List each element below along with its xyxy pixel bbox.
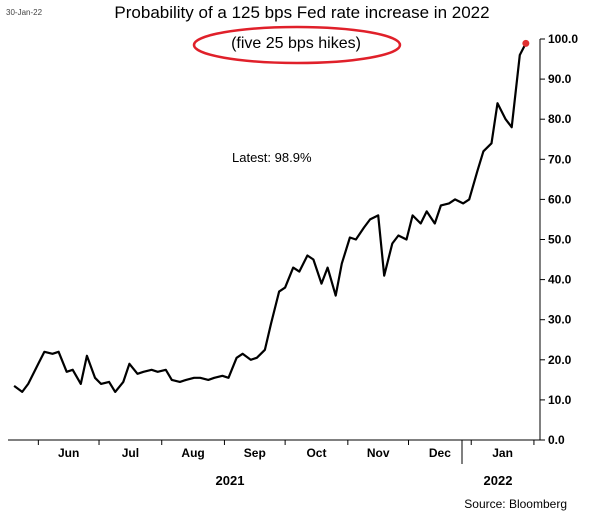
- x-tick-label: Jul: [122, 446, 139, 460]
- y-tick-label: 10.0: [548, 393, 572, 407]
- x-tick-label: Oct: [306, 446, 326, 460]
- year-label-2022: 2022: [484, 473, 513, 488]
- y-tick-label: 40.0: [548, 273, 572, 287]
- y-tick-label: 80.0: [548, 112, 572, 126]
- y-tick-label: 0.0: [548, 433, 565, 447]
- source-note: Source: Bloomberg: [464, 497, 567, 511]
- series-line: [13, 42, 527, 393]
- x-tick-label: Jun: [58, 446, 79, 460]
- chart-title: Probability of a 125 bps Fed rate increa…: [114, 3, 489, 22]
- latest-annotation: Latest: 98.9%: [232, 150, 312, 165]
- x-tick-label: Sep: [244, 446, 266, 460]
- y-tick-label: 30.0: [548, 313, 572, 327]
- x-tick-label: Jan: [492, 446, 513, 460]
- chart-subtitle: (five 25 bps hikes): [231, 35, 361, 52]
- y-tick-label: 20.0: [548, 353, 572, 367]
- highlight-ellipse: [192, 25, 402, 65]
- x-tick-label: Dec: [429, 446, 451, 460]
- y-tick-label: 70.0: [548, 152, 572, 166]
- y-ticks: 0.0 10.0 20.0 30.0 40.0 50.0 60.0 70.0 80.0 90.0 1…: [540, 32, 578, 447]
- latest-point-marker: [522, 39, 530, 47]
- x-tick-label: Aug: [181, 446, 204, 460]
- x-ticks: Jun Jul Aug Sep Oct Nov Dec Jan: [37, 440, 535, 460]
- y-tick-label: 60.0: [548, 192, 572, 206]
- y-tick-label: 50.0: [548, 233, 572, 247]
- date-stamp: 30-Jan-22: [6, 8, 43, 17]
- year-label-2021: 2021: [216, 473, 245, 488]
- y-tick-label: 90.0: [548, 72, 572, 86]
- y-tick-label: 100.0: [548, 32, 578, 46]
- x-tick-label: Nov: [367, 446, 390, 460]
